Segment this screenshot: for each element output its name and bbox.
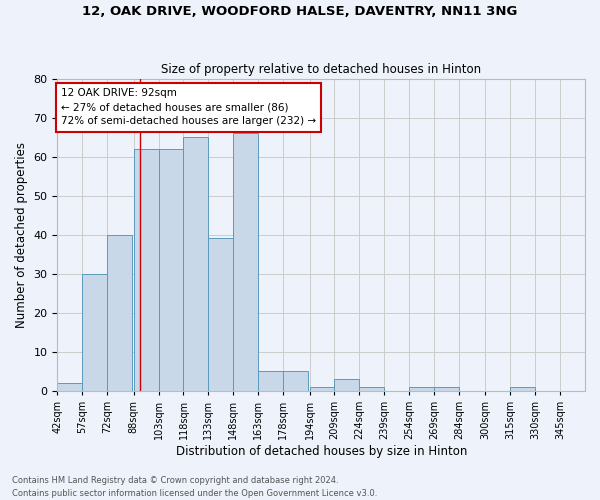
Bar (334, 379, 359, 390)
X-axis label: Distribution of detached houses by size in Hinton: Distribution of detached houses by size … (176, 444, 467, 458)
Bar (184, 137, 208, 390)
Text: 12 OAK DRIVE: 92sqm
← 27% of detached houses are smaller (86)
72% of semi-detach: 12 OAK DRIVE: 92sqm ← 27% of detached ho… (61, 88, 316, 126)
Bar (359, 386, 384, 390)
Y-axis label: Number of detached properties: Number of detached properties (15, 142, 28, 328)
Bar (208, 238, 233, 390)
Bar (158, 149, 184, 390)
Bar (409, 386, 434, 390)
Bar (233, 133, 258, 390)
Bar (511, 386, 535, 390)
Bar (283, 371, 308, 390)
Title: Size of property relative to detached houses in Hinton: Size of property relative to detached ho… (161, 63, 481, 76)
Bar (134, 149, 158, 390)
Text: 12, OAK DRIVE, WOODFORD HALSE, DAVENTRY, NN11 3NG: 12, OAK DRIVE, WOODFORD HALSE, DAVENTRY,… (82, 5, 518, 18)
Bar (258, 371, 283, 390)
Bar (107, 234, 132, 390)
Bar (58, 382, 82, 390)
Text: Contains HM Land Registry data © Crown copyright and database right 2024.
Contai: Contains HM Land Registry data © Crown c… (12, 476, 377, 498)
Bar (310, 386, 334, 390)
Bar (434, 386, 459, 390)
Bar (82, 274, 107, 390)
